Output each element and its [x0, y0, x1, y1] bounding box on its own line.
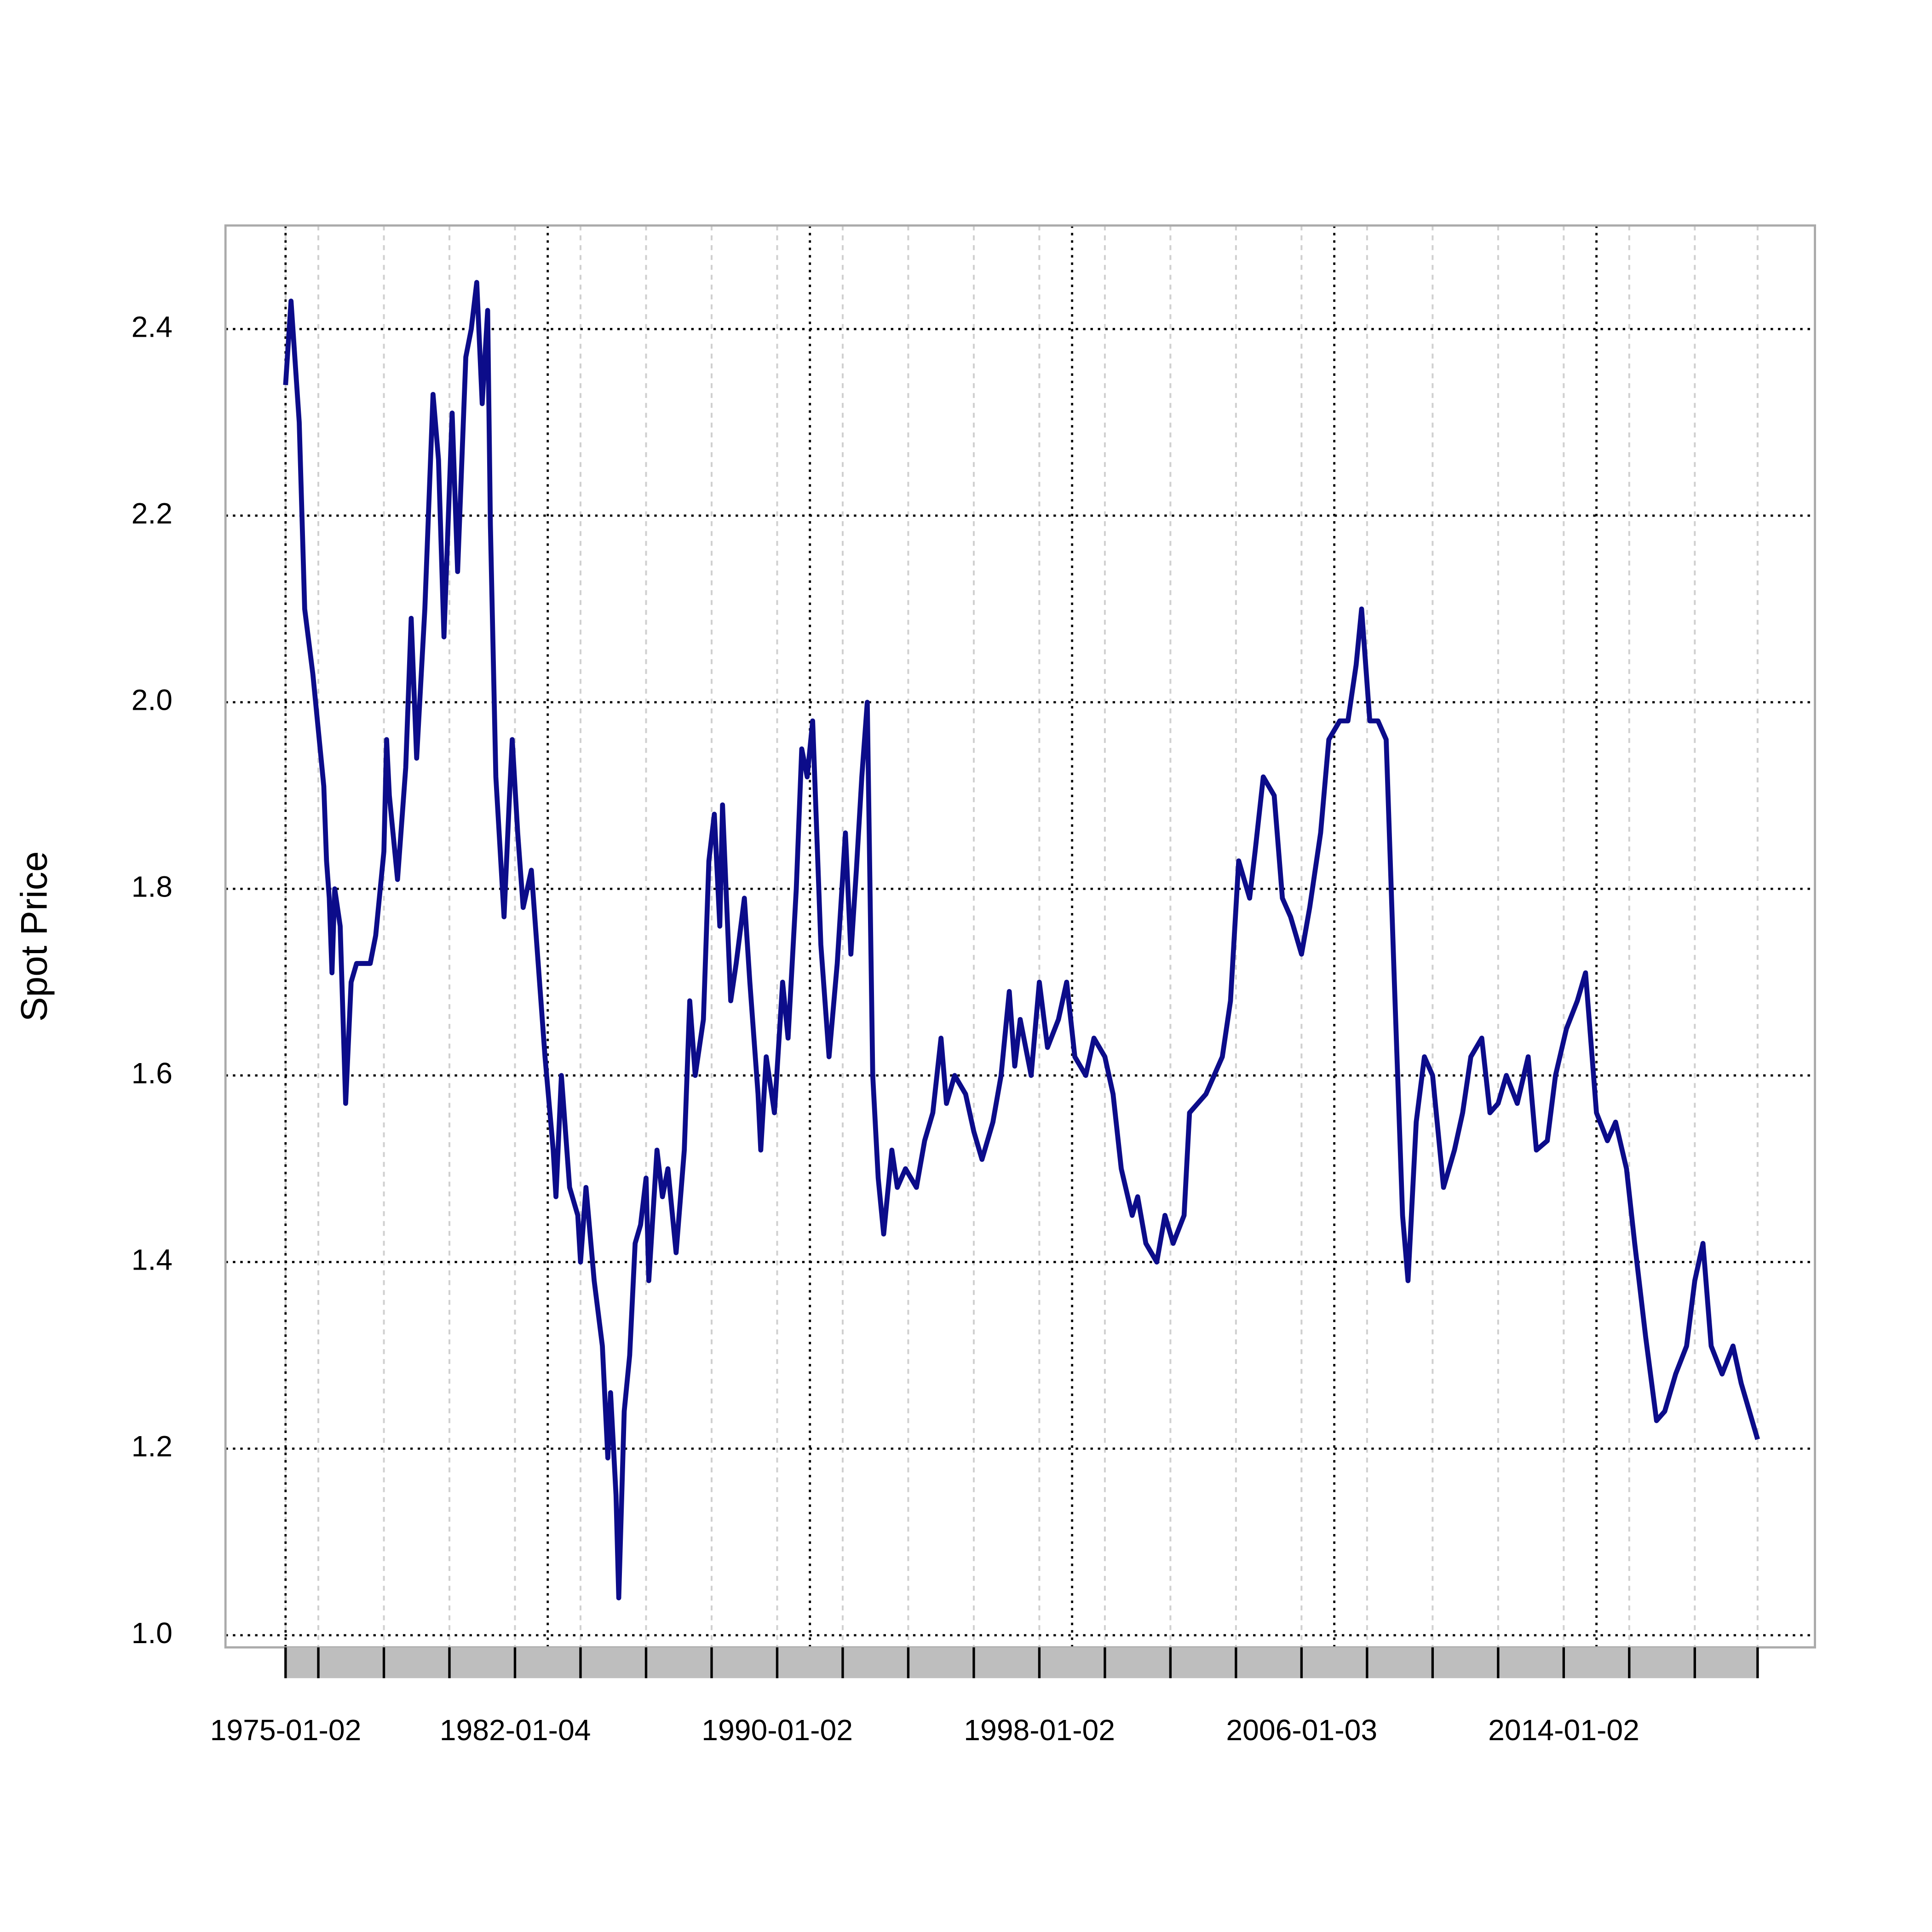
x-tick-label: 1982-01-04: [440, 1714, 591, 1747]
time-bar: [285, 1647, 1758, 1679]
y-tick-label: 1.2: [132, 1430, 172, 1463]
y-tick-label: 2.0: [132, 684, 172, 717]
x-tick-label: 2014-01-02: [1488, 1714, 1639, 1747]
x-tick-label: 1998-01-02: [964, 1714, 1115, 1747]
y-tick-label: 2.2: [132, 497, 172, 530]
y-tick-label: 1.4: [132, 1243, 172, 1276]
y-tick-label: 2.4: [132, 310, 172, 343]
y-tick-label: 1.6: [132, 1057, 172, 1090]
x-tick-label: 1975-01-02: [210, 1714, 362, 1747]
y-axis-label: Spot Price: [14, 851, 55, 1022]
x-tick-label: 2006-01-03: [1226, 1714, 1377, 1747]
price-line: [283, 280, 1760, 1601]
y-tick-label: 1.0: [132, 1616, 172, 1650]
y-tick-label: 1.8: [132, 870, 172, 903]
x-tick-label: 1990-01-02: [702, 1714, 853, 1747]
